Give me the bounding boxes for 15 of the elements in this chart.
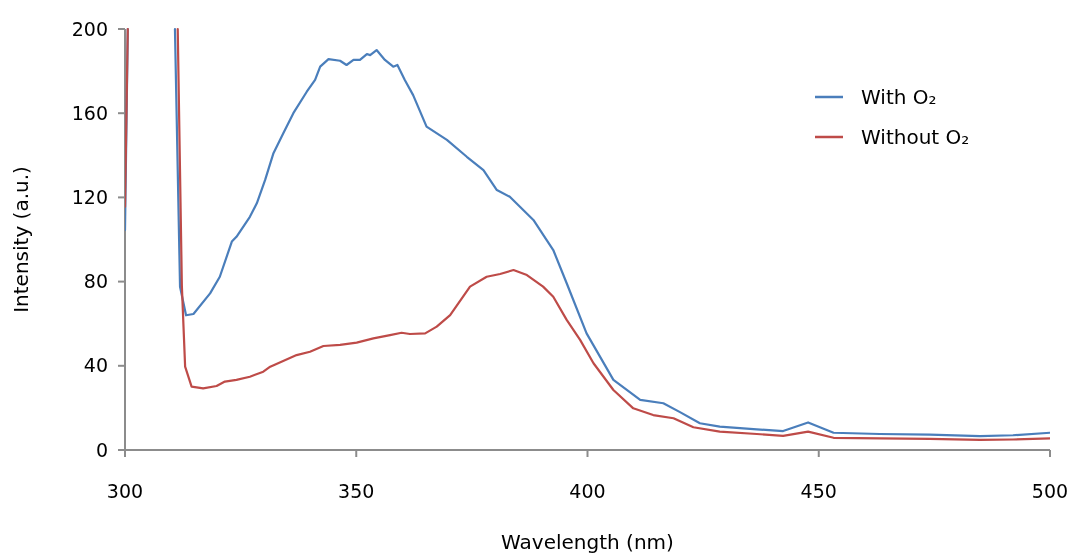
y-tick-label: 80 — [83, 270, 108, 293]
y-tick-label: 120 — [71, 186, 108, 209]
y-tick-label: 200 — [71, 17, 108, 40]
y-tick-label: 0 — [95, 438, 108, 461]
y-tick-label: 40 — [83, 354, 108, 377]
x-tick-label: 450 — [800, 480, 837, 502]
x-tick-label: 300 — [106, 480, 144, 502]
x-axis-title: Wavelength (nm) — [501, 530, 674, 553]
legend-label: With O₂ — [861, 85, 937, 109]
legend-label: Without O₂ — [861, 125, 970, 149]
y-tick-label: 160 — [71, 101, 108, 124]
x-tick-label: 400 — [569, 480, 606, 502]
x-tick-label: 350 — [338, 480, 375, 502]
y-axis-title: Intensity (a.u.) — [9, 166, 33, 313]
x-tick-label: 500 — [1031, 480, 1069, 502]
